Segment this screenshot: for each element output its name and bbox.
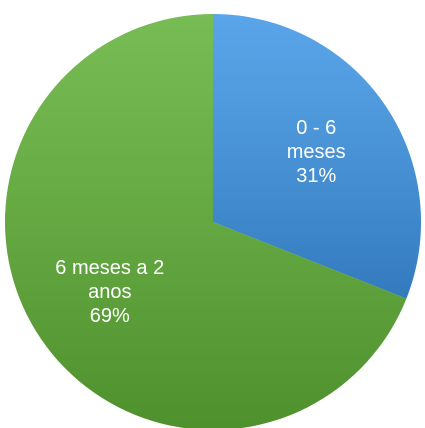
slice-label: 0 - 6 meses 31% (281, 116, 351, 188)
slice-label: 6 meses a 2 anos 69% (55, 256, 165, 328)
slice-shade (5, 14, 407, 428)
slice-percent: 31% (296, 164, 337, 187)
slice-name: 6 meses a 2 anos (55, 257, 165, 304)
slice-percent: 69% (89, 305, 130, 328)
slice-shade (213, 14, 422, 299)
slice-name: 0 - 6 meses (286, 116, 346, 163)
